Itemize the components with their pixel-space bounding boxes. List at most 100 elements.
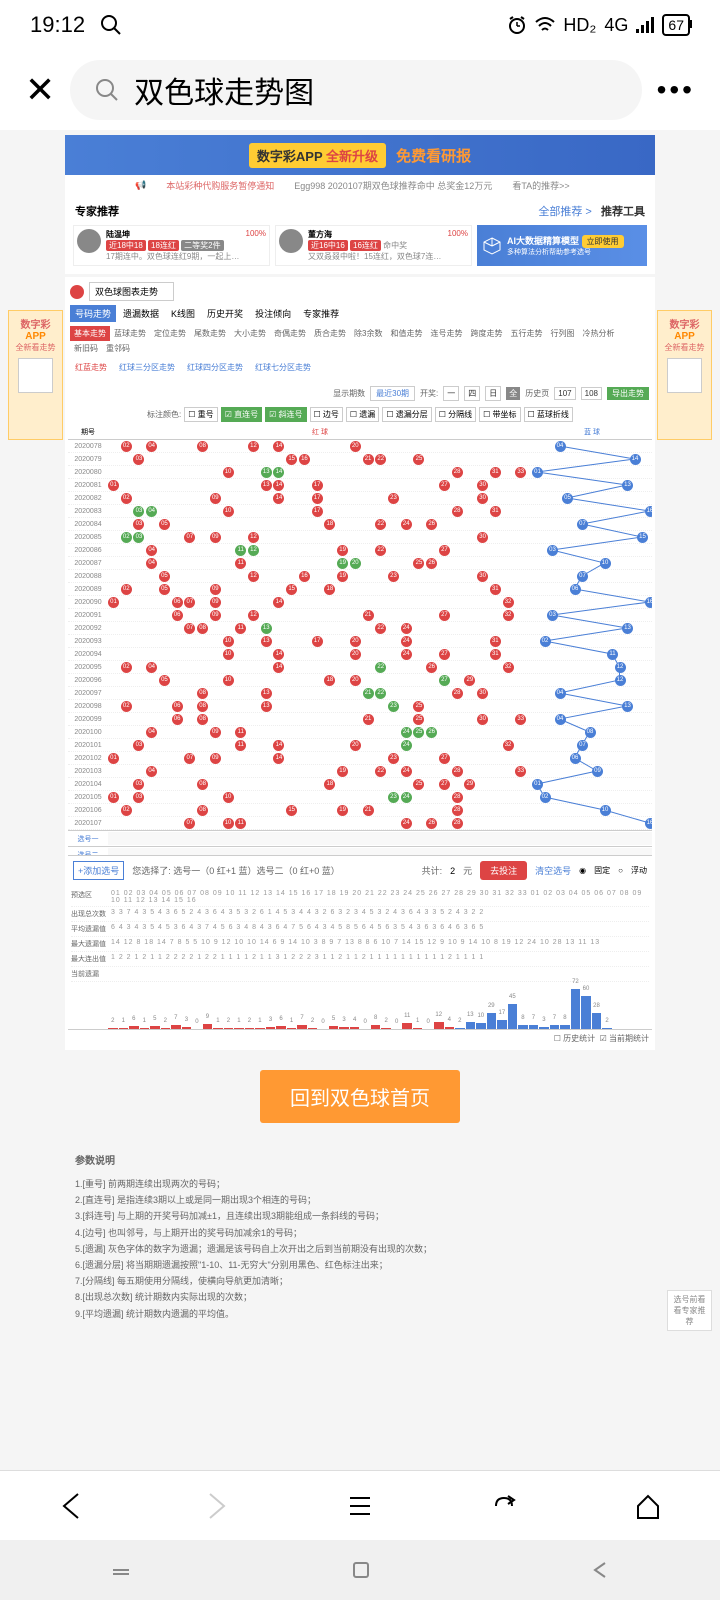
filter-6[interactable]: ☐ 分隔线 (435, 407, 476, 422)
subtab-2[interactable]: 定位走势 (150, 326, 190, 341)
home-icon[interactable] (632, 1490, 664, 1522)
tab-1[interactable]: 遗漏数据 (118, 305, 164, 322)
tab-2[interactable]: K线图 (166, 305, 200, 322)
tab-4[interactable]: 投注倾向 (250, 305, 296, 322)
tab-3[interactable]: 历史开奖 (202, 305, 248, 322)
subtab3-2[interactable]: 红球四分区走势 (182, 360, 248, 375)
notice-right[interactable]: 看TA的推荐>> (512, 179, 569, 192)
filter-1[interactable]: ☑ 直连号 (221, 407, 262, 422)
share-icon[interactable] (488, 1490, 520, 1522)
sys-recent-icon[interactable] (111, 1560, 131, 1580)
page-btn[interactable]: 107 (554, 387, 575, 400)
ai-card[interactable]: AI大数据精算模型 立即使用 多种算法分析帮助参考选号 (477, 225, 647, 266)
subtab-15[interactable]: 重邻码 (102, 341, 134, 356)
filter-0[interactable]: ☐ 重号 (184, 407, 217, 422)
trend-row: 202009906082125303304 (68, 713, 652, 726)
subtab3-3[interactable]: 红球七分区走势 (250, 360, 316, 375)
kj-btn[interactable]: 四 (464, 386, 480, 401)
side-sub: 全新看走势 (665, 343, 705, 352)
bar: 7 (297, 1025, 307, 1029)
experts-title: 专家推荐 (75, 203, 119, 219)
subtab-10[interactable]: 跨度走势 (466, 326, 506, 341)
expert-card-2[interactable]: 董方海100% 近16中16 16连红 命中奖 又双叒叕中啦！15连红，双色球7… (275, 225, 472, 266)
chart-dropdown[interactable]: 双色球图表走势 (89, 282, 174, 301)
trend-row: 202009605101820272912 (68, 674, 652, 687)
notice-left[interactable]: 本站彩种代购服务暂停通知 (166, 179, 274, 192)
filter-8[interactable]: ☐ 蓝球折线 (524, 407, 573, 422)
back-icon[interactable] (56, 1490, 88, 1522)
badge: 近16中16 (308, 240, 348, 251)
kj-btn[interactable]: 一 (443, 386, 459, 401)
notice-mid[interactable]: Egg998 2020107期双色球推荐命中 总奖金12万元 (294, 179, 492, 192)
stat-row: 最大连出值1 2 2 1 2 1 1 2 2 2 2 1 2 2 1 1 1 1… (71, 952, 649, 967)
expert-card-1[interactable]: 陆温坤100% 近18中18 18连红 二等奖2件 17期连中。双色球连红9期，… (73, 225, 270, 266)
trend-row: 202007802040812142004 (68, 440, 652, 453)
radio-float[interactable]: ○ (618, 866, 623, 875)
subtab-9[interactable]: 连号走势 (426, 326, 466, 341)
forward-icon[interactable] (200, 1490, 232, 1522)
experts-more[interactable]: 全部推荐 > (538, 206, 591, 218)
bet-go-btn[interactable]: 去投注 (480, 861, 527, 880)
subtab-11[interactable]: 五行走势 (506, 326, 546, 341)
kj-btn[interactable]: 日 (485, 386, 501, 401)
trend-row: 202008704111920252610 (68, 557, 652, 570)
bar: 12 (434, 1022, 444, 1029)
subtab-7[interactable]: 除3余数 (350, 326, 386, 341)
th-period: 期号 (68, 427, 108, 437)
side-ad-right[interactable]: 数字彩 APP 全新看走势 (657, 310, 712, 440)
subtab-1[interactable]: 蓝球走势 (110, 326, 150, 341)
subtab-5[interactable]: 奇偶走势 (270, 326, 310, 341)
trend-row: 202010304192224283309 (68, 765, 652, 778)
sel-row[interactable]: 选号一 (68, 830, 652, 846)
bar: 1 (255, 1028, 265, 1029)
side-ad-left[interactable]: 数字彩 APP 全新看走势 (8, 310, 63, 440)
subtab-3[interactable]: 尾数走势 (190, 326, 230, 341)
subtab3-0[interactable]: 红蓝走势 (70, 360, 112, 375)
stat-row: 最大遗漏值14 12 8 18 14 7 8 5 5 10 9 12 10 10… (71, 937, 649, 952)
radio-fixed[interactable]: ◉ (579, 866, 586, 875)
legend-curr[interactable]: ☑ 当前期统计 (600, 1034, 649, 1043)
promo-banner[interactable]: 数字彩APP 全新升级 免费看研报 (65, 135, 655, 175)
filter-4[interactable]: ☐ 遗漏 (346, 407, 379, 422)
sys-back-icon[interactable] (591, 1561, 609, 1579)
period-select[interactable]: 最近30期 (370, 386, 415, 401)
bar: 72 (571, 989, 581, 1029)
tab-5[interactable]: 专家推荐 (298, 305, 344, 322)
bet-clear[interactable]: 清空选号 (535, 864, 571, 877)
subtab-0[interactable]: 基本走势 (70, 326, 110, 341)
subtab-12[interactable]: 行列图 (546, 326, 578, 341)
subtab-13[interactable]: 冷热分析 (578, 326, 618, 341)
filter-2[interactable]: ☑ 斜连号 (265, 407, 306, 422)
menu-icon[interactable] (344, 1490, 376, 1522)
sys-home-icon[interactable] (352, 1561, 370, 1579)
desc-item: 7.[分隔线] 每五期使用分隔线，使横向导航更加清晰； (75, 1273, 645, 1289)
search-query: 双色球走势图 (134, 68, 314, 112)
subtab-14[interactable]: 新旧码 (70, 341, 102, 356)
search-input[interactable]: 双色球走势图 (70, 60, 641, 120)
subtab-8[interactable]: 和值走势 (386, 326, 426, 341)
subtab-6[interactable]: 质合走势 (310, 326, 350, 341)
subtab3-1[interactable]: 红球三分区走势 (114, 360, 180, 375)
filter-3[interactable]: ☐ 边号 (310, 407, 343, 422)
filter-7[interactable]: ☐ 带坐标 (479, 407, 520, 422)
search-icon[interactable] (100, 14, 122, 36)
add-sel-btn[interactable]: +添加选号 (73, 861, 124, 880)
back-home-btn[interactable]: 回到双色球首页 (260, 1070, 460, 1123)
bar: 1 (213, 1028, 223, 1029)
expert-name: 董方海 (308, 229, 332, 240)
sel-row[interactable]: 选号二 (68, 846, 652, 855)
close-icon[interactable]: ✕ (25, 69, 55, 111)
side-tip[interactable]: 选号前看看专家推荐 (667, 1290, 712, 1331)
params-desc: 参数说明 1.[重号] 前两期连续出现两次的号码；2.[直连号] 是指连续3期以… (0, 1143, 720, 1332)
kj-btn[interactable]: 全 (506, 387, 520, 400)
tab-0[interactable]: 号码走势 (70, 305, 116, 322)
page-btn[interactable]: 108 (581, 387, 602, 400)
bar: 2 (602, 1028, 612, 1029)
legend-hist[interactable]: ☐ 历史统计 (554, 1034, 595, 1043)
subtab-4[interactable]: 大小走势 (230, 326, 270, 341)
history-label: 历史页 (525, 388, 549, 399)
network-indicator: 4G (604, 15, 628, 36)
export-btn[interactable]: 导出走势 (607, 387, 649, 400)
more-icon[interactable]: ••• (657, 74, 695, 106)
filter-5[interactable]: ☐ 遗漏分层 (382, 407, 431, 422)
